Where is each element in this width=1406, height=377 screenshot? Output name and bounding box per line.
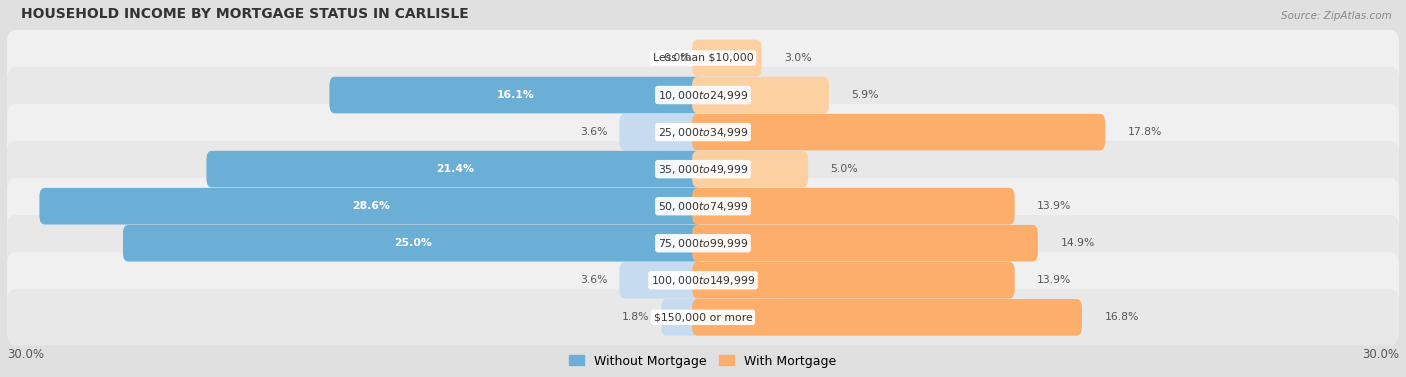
FancyBboxPatch shape xyxy=(7,67,1399,123)
FancyBboxPatch shape xyxy=(620,262,703,299)
Text: 30.0%: 30.0% xyxy=(7,348,44,361)
Text: 30.0%: 30.0% xyxy=(1362,348,1399,361)
FancyBboxPatch shape xyxy=(7,289,1399,345)
FancyBboxPatch shape xyxy=(692,114,1105,150)
FancyBboxPatch shape xyxy=(7,215,1399,271)
FancyBboxPatch shape xyxy=(692,225,1038,262)
Text: 5.9%: 5.9% xyxy=(852,90,879,100)
Text: 16.8%: 16.8% xyxy=(1104,312,1139,322)
Text: 17.8%: 17.8% xyxy=(1128,127,1161,137)
Text: 13.9%: 13.9% xyxy=(1038,275,1071,285)
Text: 3.0%: 3.0% xyxy=(785,53,811,63)
FancyBboxPatch shape xyxy=(692,262,1015,299)
Text: HOUSEHOLD INCOME BY MORTGAGE STATUS IN CARLISLE: HOUSEHOLD INCOME BY MORTGAGE STATUS IN C… xyxy=(21,7,468,21)
Text: 25.0%: 25.0% xyxy=(394,238,432,248)
Text: $100,000 to $149,999: $100,000 to $149,999 xyxy=(651,274,755,287)
Text: 1.8%: 1.8% xyxy=(621,312,650,322)
Text: $50,000 to $74,999: $50,000 to $74,999 xyxy=(658,200,748,213)
FancyBboxPatch shape xyxy=(7,252,1399,308)
Legend: Without Mortgage, With Mortgage: Without Mortgage, With Mortgage xyxy=(564,349,842,372)
Text: $35,000 to $49,999: $35,000 to $49,999 xyxy=(658,162,748,176)
Text: Source: ZipAtlas.com: Source: ZipAtlas.com xyxy=(1281,11,1392,21)
Text: 0.0%: 0.0% xyxy=(664,53,692,63)
FancyBboxPatch shape xyxy=(692,40,762,76)
FancyBboxPatch shape xyxy=(207,151,703,187)
Text: Less than $10,000: Less than $10,000 xyxy=(652,53,754,63)
FancyBboxPatch shape xyxy=(7,141,1399,197)
Text: 21.4%: 21.4% xyxy=(436,164,474,174)
Text: 28.6%: 28.6% xyxy=(353,201,391,211)
FancyBboxPatch shape xyxy=(692,299,1083,336)
Text: 3.6%: 3.6% xyxy=(581,275,607,285)
FancyBboxPatch shape xyxy=(7,104,1399,160)
FancyBboxPatch shape xyxy=(7,178,1399,234)
Text: 14.9%: 14.9% xyxy=(1060,238,1095,248)
FancyBboxPatch shape xyxy=(620,114,703,150)
Text: 3.6%: 3.6% xyxy=(581,127,607,137)
FancyBboxPatch shape xyxy=(661,299,703,336)
Text: 16.1%: 16.1% xyxy=(498,90,536,100)
FancyBboxPatch shape xyxy=(692,188,1015,224)
FancyBboxPatch shape xyxy=(122,225,703,262)
FancyBboxPatch shape xyxy=(329,77,703,113)
Text: 5.0%: 5.0% xyxy=(831,164,858,174)
FancyBboxPatch shape xyxy=(692,151,808,187)
FancyBboxPatch shape xyxy=(7,30,1399,86)
Text: $75,000 to $99,999: $75,000 to $99,999 xyxy=(658,237,748,250)
FancyBboxPatch shape xyxy=(692,77,830,113)
Text: 13.9%: 13.9% xyxy=(1038,201,1071,211)
FancyBboxPatch shape xyxy=(39,188,703,224)
Text: $150,000 or more: $150,000 or more xyxy=(654,312,752,322)
Text: $25,000 to $34,999: $25,000 to $34,999 xyxy=(658,126,748,139)
Text: $10,000 to $24,999: $10,000 to $24,999 xyxy=(658,89,748,101)
